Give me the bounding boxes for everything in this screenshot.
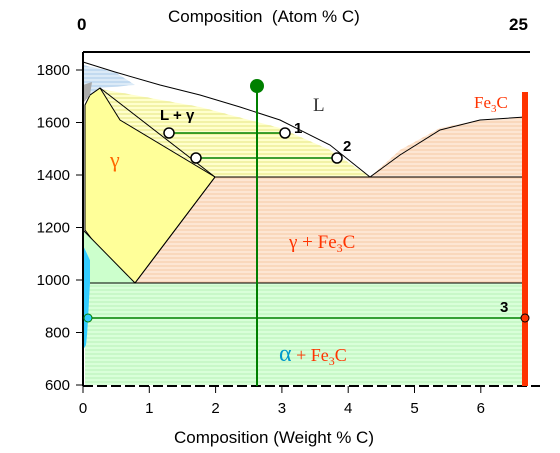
gamma-label: γ (109, 147, 120, 172)
fe3c-tail: C (497, 93, 508, 112)
x-axis-tick-label: 6 (477, 400, 485, 417)
gamma-fe3c-region (135, 177, 525, 283)
gamma-fe3c-prefix: γ + (288, 232, 318, 253)
y-axis-tick-label: 1800 (37, 62, 70, 79)
liquidus-curve (82, 61, 371, 178)
delta-gamma-region (83, 82, 92, 102)
y-axis-tick-label: 600 (45, 377, 70, 394)
point-1-marker (279, 127, 291, 139)
a3-line (82, 229, 136, 284)
tie-lines (88, 132, 525, 319)
phase-boundaries (82, 61, 526, 284)
tie-line-endpoints (83, 127, 530, 323)
point-3-marker (520, 313, 530, 323)
x-axis-tick-label: 0 (79, 400, 87, 417)
liquid-gamma-label: L + γ (160, 107, 195, 124)
point-2-marker (331, 152, 343, 164)
composition-start-marker (250, 79, 264, 93)
point-3-label: 3 (500, 299, 508, 316)
x-axis-tick-label: 1 (145, 400, 153, 417)
bottom-axis-title: Composition (Weight % C) (174, 428, 374, 447)
alpha-fe3c-plus: + (292, 345, 311, 365)
liquid-label: L (313, 95, 325, 116)
top-tick-label: 25 (509, 15, 528, 34)
point-1-label: 1 (294, 120, 302, 137)
gamma-fe3c-label: γ + Fe3C (288, 232, 355, 255)
alpha-fe3c-sub: 3 (329, 354, 335, 368)
top-axis-title: Composition (Atom % C) (168, 7, 360, 26)
x-axis-tick-label: 3 (278, 400, 286, 417)
alpha-fe3c-label: α + Fe3C (279, 341, 347, 368)
fe3c-phase-label: Fe3C (474, 93, 508, 115)
axes: 600 800 1000 1200 1400 1600 1800 0 1 2 3 4 5 6 (37, 51, 540, 417)
phase-regions (83, 65, 525, 385)
top-tick-label: 0 (77, 15, 86, 34)
alpha-fe3c-fe: Fe (311, 345, 329, 365)
gamma-fe3c-fe: Fe (318, 232, 337, 253)
x-axis-tick-label: 4 (344, 400, 352, 417)
alpha-fe3c-tail: C (335, 345, 347, 365)
gamma-fe3c-sub: 3 (337, 241, 343, 255)
solidus-curve (89, 87, 216, 178)
fe3c-sub: 3 (491, 103, 497, 115)
alpha-fe3c-region (85, 283, 525, 385)
fe3c-fe: Fe (474, 93, 491, 112)
point-2-label: 2 (343, 138, 351, 155)
liquid-fe3c-region (370, 117, 525, 177)
gamma-fe3c-tail: C (343, 232, 356, 253)
y-axis-tick-label: 1600 (37, 115, 70, 132)
liquidus-right-curve (369, 116, 526, 178)
x-axis-tick-label: 5 (410, 400, 418, 417)
y-axis-tick-label: 1000 (37, 272, 70, 289)
y-axis-tick-label: 1200 (37, 220, 70, 237)
alpha-symbol: α (279, 341, 292, 367)
point-marker (83, 313, 93, 323)
point-marker (163, 127, 175, 139)
y-axis-tick-label: 800 (45, 325, 70, 342)
x-axis-tick-label: 2 (211, 400, 219, 417)
y-axis-tick-label: 1400 (37, 167, 70, 184)
alpha-region (83, 245, 90, 350)
point-marker (190, 152, 202, 164)
delta-region (83, 65, 135, 100)
acm-line (134, 176, 216, 284)
